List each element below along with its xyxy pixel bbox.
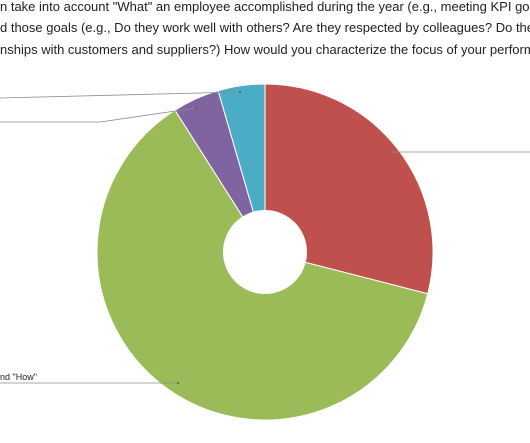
leader-line-3 xyxy=(0,107,197,123)
question-text-line-2: d those goals (e.g., Do they work well w… xyxy=(0,20,530,35)
slice-label-2: nd "How" xyxy=(0,372,37,382)
donut-hole xyxy=(223,210,307,294)
leader-anchor-4 xyxy=(239,91,241,93)
question-text-line-1: n take into account "What" an employee a… xyxy=(0,0,530,14)
leader-anchor-1 xyxy=(389,151,391,153)
question-text-line-3: nships with customers and suppliers?) Ho… xyxy=(0,42,530,57)
leader-anchor-2 xyxy=(177,382,179,384)
leader-anchor-3 xyxy=(195,107,197,109)
donut-slice-4 xyxy=(217,83,266,253)
donut-slice-1 xyxy=(264,83,434,295)
leader-line-4 xyxy=(0,91,241,99)
